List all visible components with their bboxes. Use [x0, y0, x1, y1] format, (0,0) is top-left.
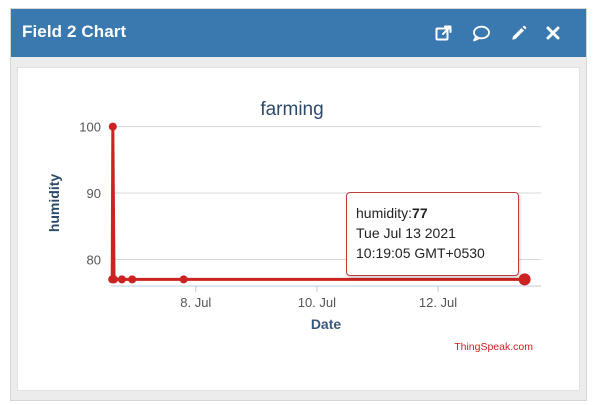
data-point — [518, 273, 531, 286]
tooltip-date: Tue Jul 13 2021 — [356, 225, 456, 241]
tooltip-value: 77 — [412, 205, 428, 221]
data-point — [110, 275, 119, 284]
data-point — [108, 122, 117, 131]
x-tick-label: 10. Jul — [298, 295, 336, 310]
widget-title: Field 2 Chart — [22, 22, 127, 41]
x-tick-label: 12. Jul — [419, 295, 457, 310]
external-link-icon[interactable] — [432, 22, 454, 44]
chart-tooltip: humidity:77 Tue Jul 13 2021 10:19:05 GMT… — [346, 192, 519, 276]
pencil-icon[interactable] — [507, 22, 529, 44]
comment-icon[interactable] — [470, 22, 492, 44]
x-tick-label: 8. Jul — [180, 295, 211, 310]
y-tick-label: 100 — [79, 120, 101, 135]
data-point — [128, 275, 137, 284]
y-tick-label: 90 — [87, 186, 101, 201]
chart-title: farming — [260, 99, 323, 120]
chart-widget: Field 2 Chart farming 80 90 100 8 — [10, 8, 587, 401]
tooltip-time: 10:19:05 GMT+0530 — [356, 245, 485, 261]
thingspeak-credit-link[interactable]: ThingSpeak.com — [454, 341, 533, 353]
close-icon[interactable] — [542, 22, 564, 44]
widget-header: Field 2 Chart — [11, 9, 586, 57]
tooltip-series-label: humidity: — [356, 205, 413, 221]
x-axis-title: Date — [311, 316, 342, 332]
data-point — [117, 275, 126, 284]
y-axis-title: humidity — [46, 174, 62, 233]
chart-panel: farming 80 90 100 8. Jul 10. Jul 12. Jul Date hu… — [17, 67, 580, 391]
y-tick-label: 80 — [87, 252, 101, 267]
chart-svg: farming 80 90 100 8. Jul 10. Jul 12. Jul Date hu… — [46, 99, 541, 332]
data-point — [179, 275, 188, 284]
